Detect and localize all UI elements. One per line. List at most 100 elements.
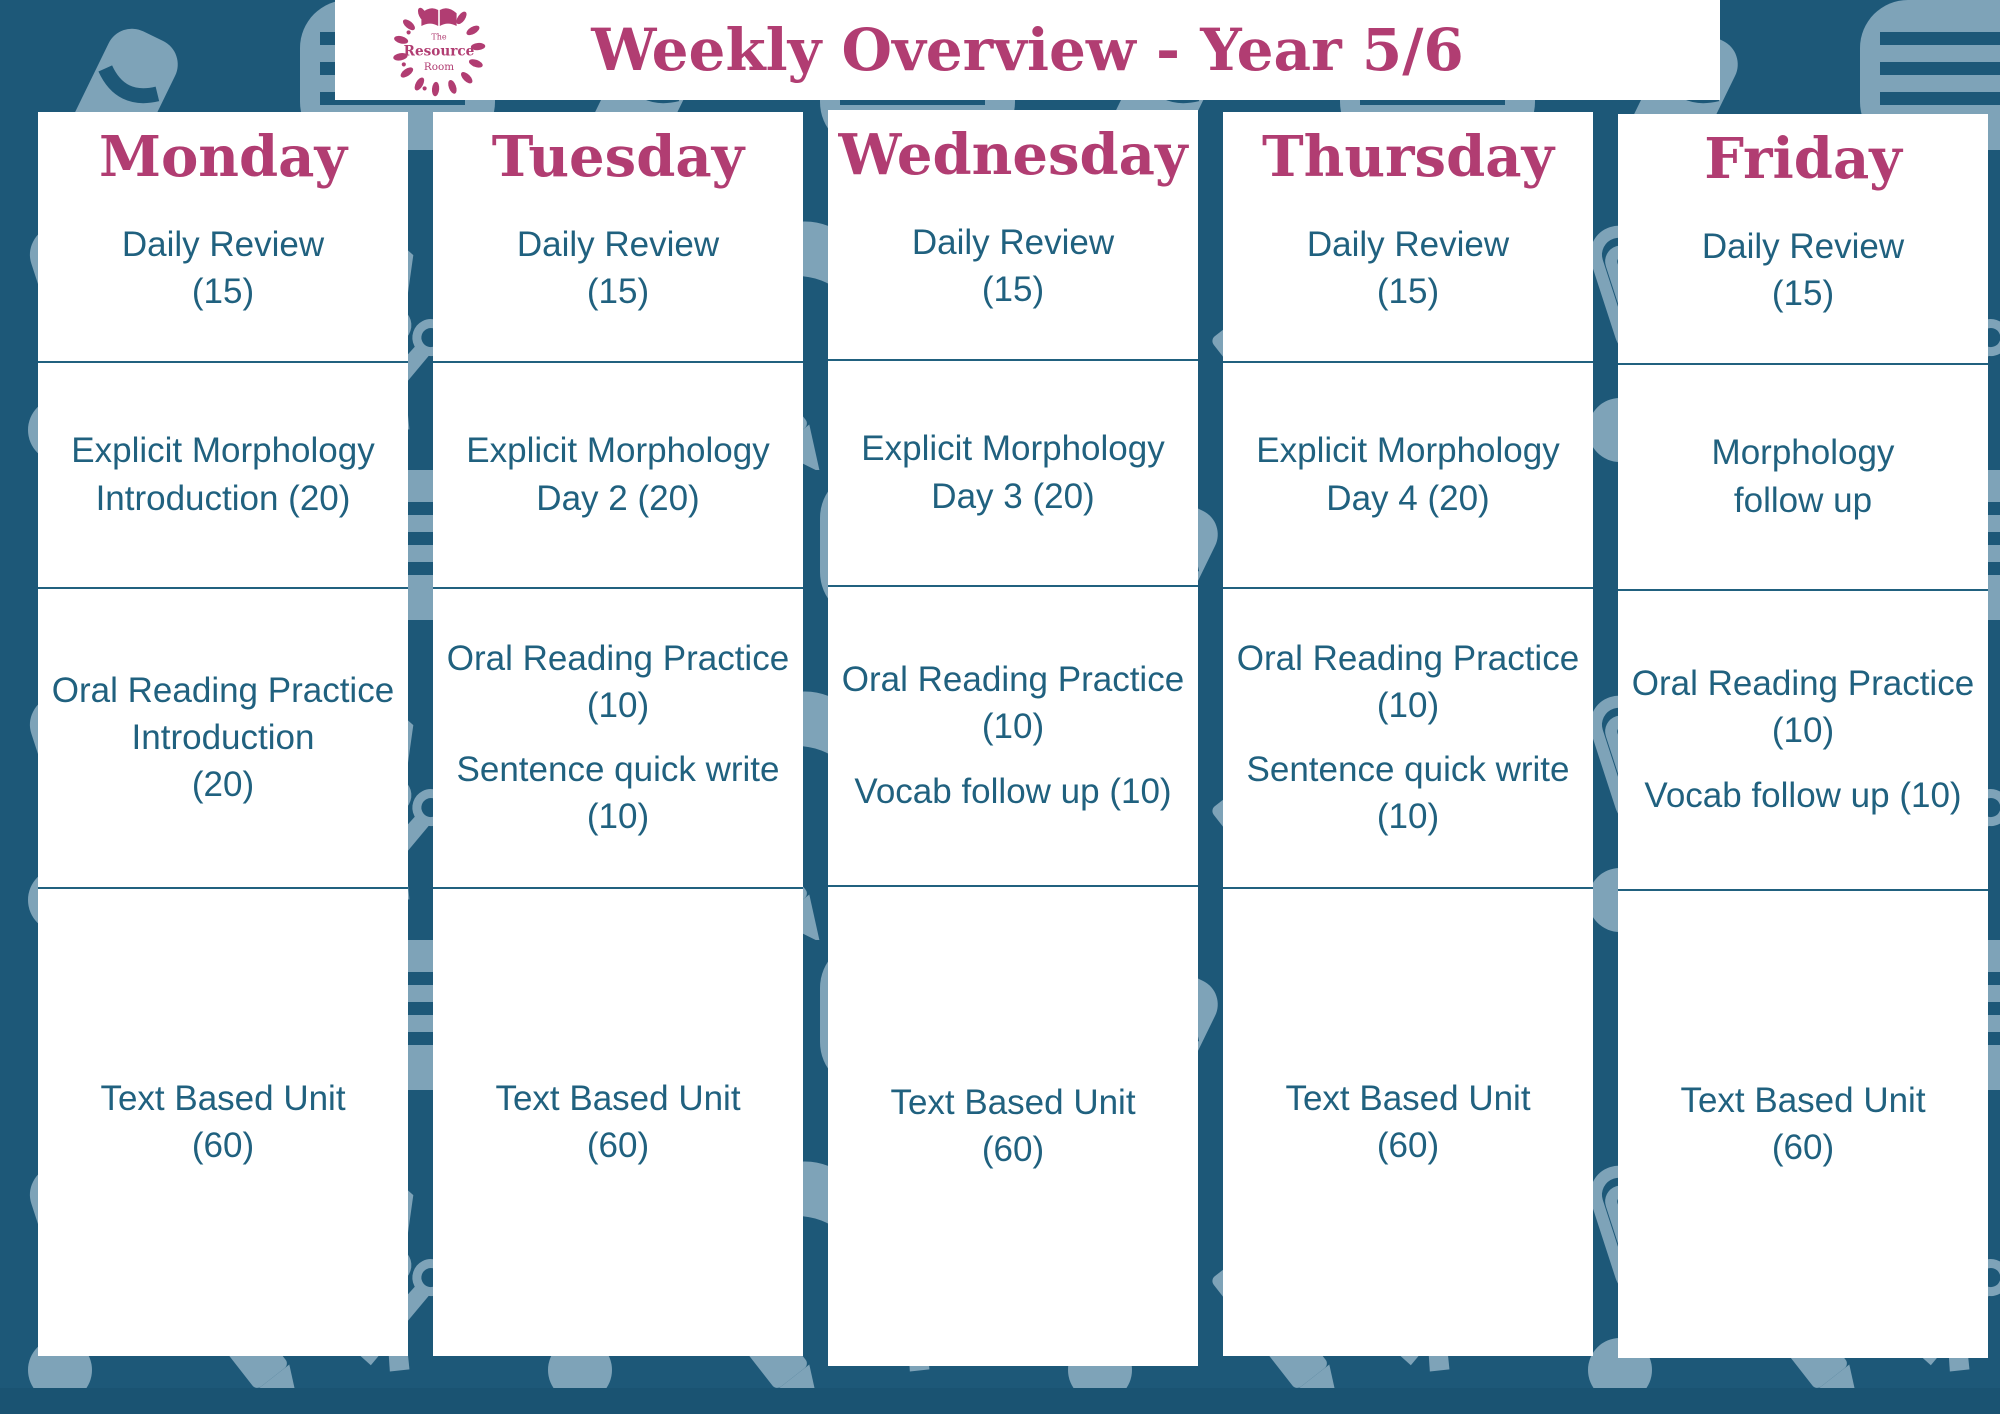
day-title: Monday xyxy=(98,124,348,190)
schedule-line: Day 2 (20) xyxy=(536,478,700,518)
schedule-line: Oral Reading Practice xyxy=(51,670,395,710)
schedule-block: Text Based Unit (60) xyxy=(100,1074,345,1171)
schedule-line: (15) xyxy=(586,271,650,311)
schedule-line: Text Based Unit xyxy=(100,1078,346,1118)
schedule-line: Morphology xyxy=(1711,433,1895,473)
logo-word-the: The xyxy=(431,33,446,42)
bottom-border-strip xyxy=(0,1388,2000,1414)
daily-review-cell: Friday Daily Review (15) xyxy=(1618,114,1988,365)
oral-reading-cell: Oral Reading Practice (10) Sentence quick … xyxy=(1223,589,1593,889)
schedule-line: Explicit Morphology xyxy=(1256,431,1560,471)
schedule-line: (10) xyxy=(1376,797,1440,837)
text-based-unit-cell: Text Based Unit (60) xyxy=(1618,891,1988,1358)
schedule-line: (15) xyxy=(191,271,255,311)
schedule-line: Daily Review xyxy=(121,224,325,264)
morphology-cell: Explicit Morphology Introduction (20) xyxy=(38,363,408,589)
schedule-line: Text Based Unit xyxy=(1680,1080,1926,1120)
daily-review-cell: Thursday Daily Review (15) xyxy=(1223,112,1593,363)
day-title: Tuesday xyxy=(491,124,745,190)
schedule-line: (10) xyxy=(981,707,1045,747)
logo-word-resource: Resource xyxy=(404,44,475,60)
schedule-line: (15) xyxy=(1771,273,1835,313)
schedule-line: Introduction (20) xyxy=(95,478,351,518)
header-banner: The Resource Room Weekly Overview - Year… xyxy=(335,0,1720,100)
day-title: Wednesday xyxy=(838,122,1188,188)
schedule-line: Explicit Morphology xyxy=(861,429,1165,469)
schedule-block: Text Based Unit (60) xyxy=(890,1078,1135,1175)
logo-word-room: Room xyxy=(424,61,454,73)
oral-reading-cell: Oral Reading Practice (10) Vocab follow up… xyxy=(1618,591,1988,891)
schedule-line: Explicit Morphology xyxy=(466,431,770,471)
schedule-block: Explicit Morphology Day 3 (20) xyxy=(861,424,1164,521)
day-column-friday: Friday Daily Review (15) Morphology follow u… xyxy=(1618,114,1988,1358)
morphology-cell: Explicit Morphology Day 3 (20) xyxy=(828,361,1198,587)
schedule-line: Sentence quick write xyxy=(1246,750,1570,789)
schedule-line: Vocab follow up (10) xyxy=(854,771,1172,811)
schedule-line: Daily Review xyxy=(911,222,1115,262)
schedule-line: Oral Reading Practice xyxy=(446,638,790,678)
schedule-line: Text Based Unit xyxy=(1285,1078,1531,1118)
oral-reading-cell: Oral Reading Practice Introduction (20) xyxy=(38,589,408,889)
schedule-block: Explicit Morphology Introduction (20) xyxy=(71,426,374,523)
schedule-line: (15) xyxy=(1376,271,1440,311)
day-column-wednesday: Wednesday Daily Review (15) Explicit Morpho… xyxy=(828,110,1198,1366)
day-column-tuesday: Tuesday Daily Review (15) Explicit Morpholo… xyxy=(433,112,803,1356)
schedule-block: Oral Reading Practice Introduction (20) xyxy=(52,666,394,810)
schedule-block: Daily Review (15) xyxy=(122,220,324,317)
schedule-grid: Monday Daily Review (15) Explicit Morpholog… xyxy=(38,110,1988,1366)
schedule-line: (60) xyxy=(1771,1128,1835,1167)
schedule-line: (60) xyxy=(1376,1126,1440,1165)
oral-reading-cell: Oral Reading Practice (10) Vocab follow up… xyxy=(828,587,1198,887)
schedule-line: (10) xyxy=(1376,685,1440,725)
schedule-block: Daily Review (15) xyxy=(1307,220,1509,317)
schedule-line: Text Based Unit xyxy=(495,1078,741,1118)
schedule-line: (10) xyxy=(586,685,650,725)
schedule-line: (15) xyxy=(981,269,1045,309)
schedule-line: (60) xyxy=(586,1126,650,1165)
schedule-block: Oral Reading Practice (10) xyxy=(1632,659,1974,756)
schedule-line: follow up xyxy=(1733,480,1873,520)
schedule-block: Sentence quick write (10) xyxy=(1247,745,1570,842)
resource-room-logo: The Resource Room xyxy=(391,2,487,98)
schedule-line: Text Based Unit xyxy=(890,1082,1136,1122)
schedule-block: Explicit Morphology Day 2 (20) xyxy=(466,426,769,523)
schedule-block: Oral Reading Practice (10) xyxy=(842,655,1184,752)
text-based-unit-cell: Text Based Unit (60) xyxy=(1223,889,1593,1356)
schedule-line: Day 4 (20) xyxy=(1326,478,1490,518)
schedule-line: Day 3 (20) xyxy=(931,476,1095,516)
morphology-cell: Explicit Morphology Day 4 (20) xyxy=(1223,363,1593,589)
schedule-line: Oral Reading Practice xyxy=(1631,664,1975,704)
schedule-line: Introduction xyxy=(131,717,315,757)
schedule-line: Daily Review xyxy=(1306,224,1510,264)
schedule-block: Sentence quick write (10) xyxy=(457,745,780,842)
book-icon xyxy=(421,8,457,26)
schedule-block: Explicit Morphology Day 4 (20) xyxy=(1256,426,1559,523)
schedule-block: Oral Reading Practice (10) xyxy=(1237,634,1579,731)
day-title: Friday xyxy=(1704,126,1902,192)
page-title: Weekly Overview - Year 5/6 xyxy=(591,16,1464,84)
schedule-line: Daily Review xyxy=(1701,226,1905,266)
schedule-block: Text Based Unit (60) xyxy=(1680,1076,1925,1173)
schedule-line: Oral Reading Practice xyxy=(1236,638,1580,678)
text-based-unit-cell: Text Based Unit (60) xyxy=(433,889,803,1356)
schedule-line: Sentence quick write xyxy=(456,750,780,789)
daily-review-cell: Monday Daily Review (15) xyxy=(38,112,408,363)
schedule-line: (60) xyxy=(981,1130,1045,1169)
schedule-block: Vocab follow up (10) xyxy=(854,767,1171,817)
day-column-monday: Monday Daily Review (15) Explicit Morpholog… xyxy=(38,112,408,1356)
schedule-line: Vocab follow up (10) xyxy=(1644,775,1962,815)
morphology-cell: Explicit Morphology Day 2 (20) xyxy=(433,363,803,589)
schedule-block: Daily Review (15) xyxy=(912,218,1114,315)
schedule-block: Daily Review (15) xyxy=(517,220,719,317)
daily-review-cell: Wednesday Daily Review (15) xyxy=(828,110,1198,361)
text-based-unit-cell: Text Based Unit (60) xyxy=(38,889,408,1356)
schedule-line: (60) xyxy=(191,1126,255,1165)
schedule-block: Daily Review (15) xyxy=(1702,222,1904,319)
schedule-block: Text Based Unit (60) xyxy=(1285,1074,1530,1171)
schedule-line: Oral Reading Practice xyxy=(841,660,1185,700)
schedule-line: (10) xyxy=(1771,711,1835,751)
schedule-block: Text Based Unit (60) xyxy=(495,1074,740,1171)
day-column-thursday: Thursday Daily Review (15) Explicit Morphol… xyxy=(1223,112,1593,1356)
schedule-line: (20) xyxy=(191,765,255,805)
